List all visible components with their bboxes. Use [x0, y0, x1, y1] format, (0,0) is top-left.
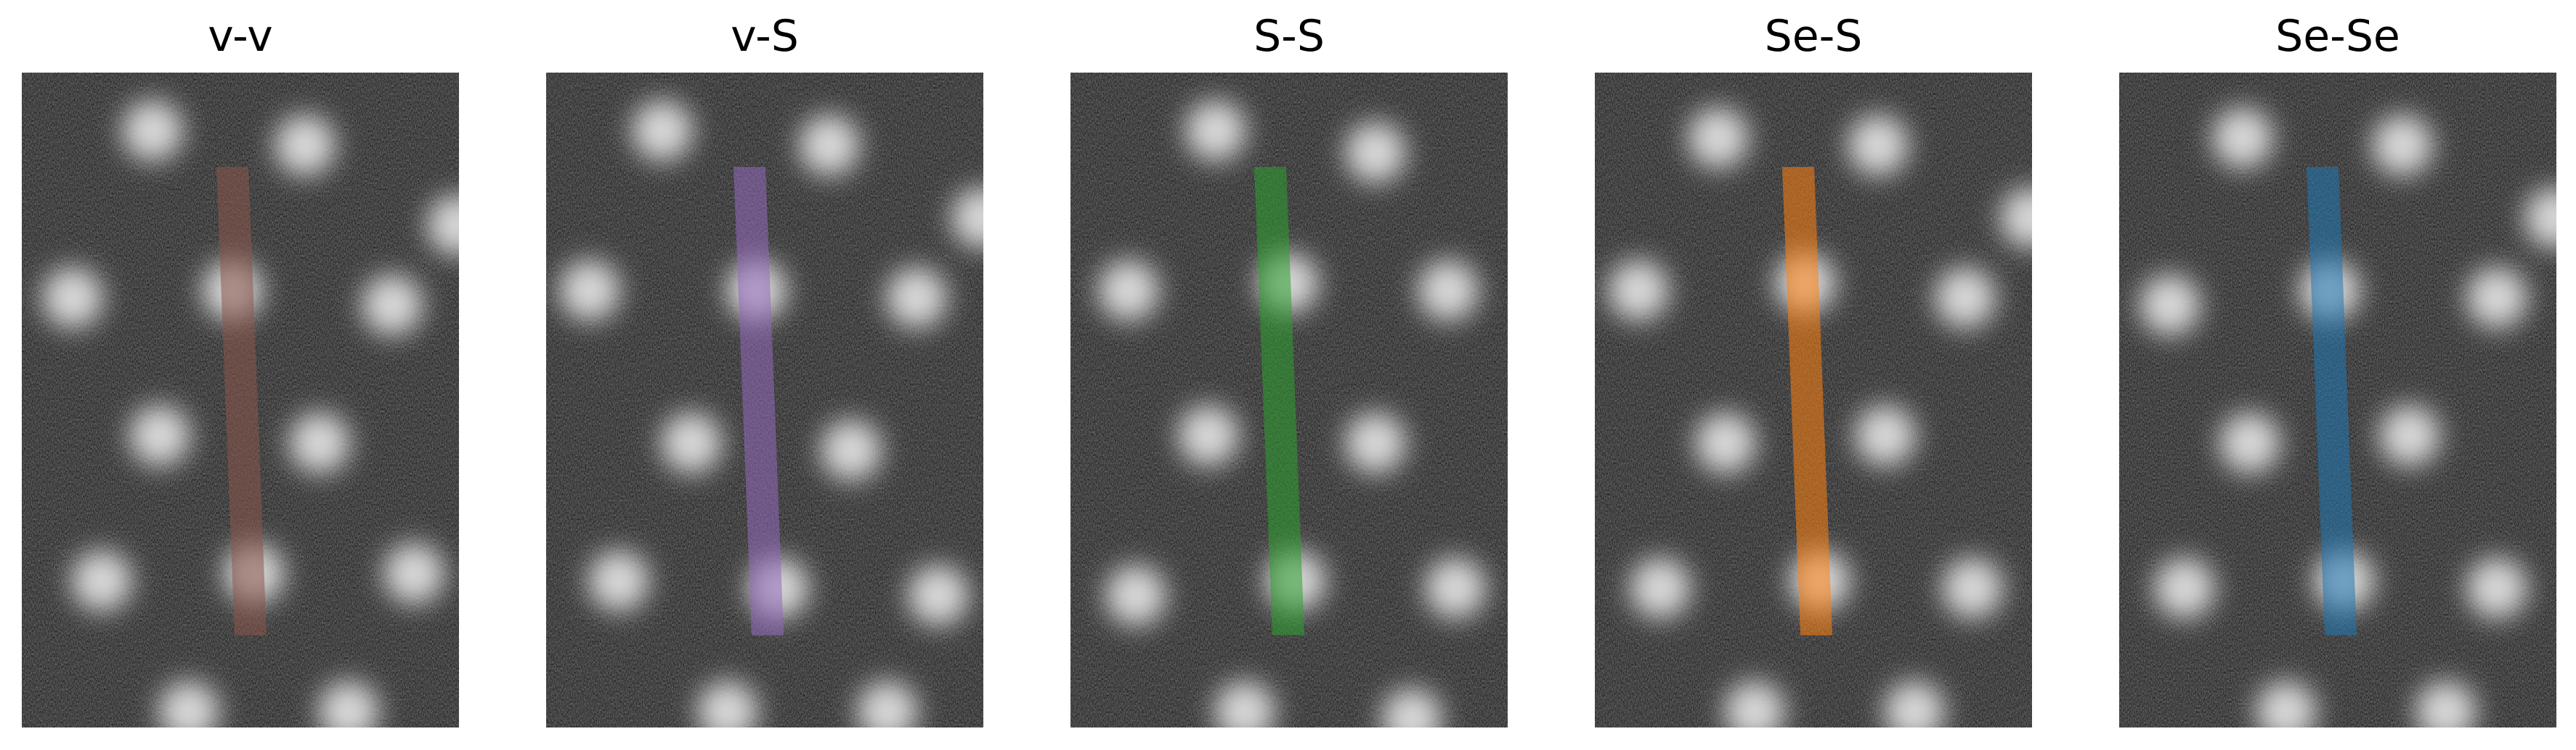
stem-image-panel-se-se	[2119, 73, 2556, 727]
stem-image-se-s	[1595, 73, 2032, 727]
line-profile-overlay	[1782, 167, 1832, 635]
line-profile-overlay	[1254, 167, 1304, 635]
stem-image-panel-se-s	[1595, 73, 2032, 727]
panel-title-se-se: Se-Se	[2275, 11, 2400, 62]
line-profile-overlay	[734, 167, 784, 635]
line-profile-overlay	[216, 167, 267, 635]
stem-image-panel-v-s	[546, 73, 983, 727]
stem-image-v-v	[22, 73, 459, 727]
stem-image-v-s	[546, 73, 983, 727]
stem-image-se-se	[2119, 73, 2556, 727]
panel-title-v-v: v-v	[208, 11, 273, 62]
panel-title-s-s: S-S	[1254, 11, 1325, 62]
line-profile-overlay	[2307, 167, 2357, 635]
stem-image-s-s	[1070, 73, 1508, 727]
stem-image-panel-s-s	[1070, 73, 1508, 727]
panel-title-se-s: Se-S	[1764, 11, 1863, 62]
stem-image-panel-v-v	[22, 73, 459, 727]
panel-title-v-s: v-S	[731, 11, 799, 62]
